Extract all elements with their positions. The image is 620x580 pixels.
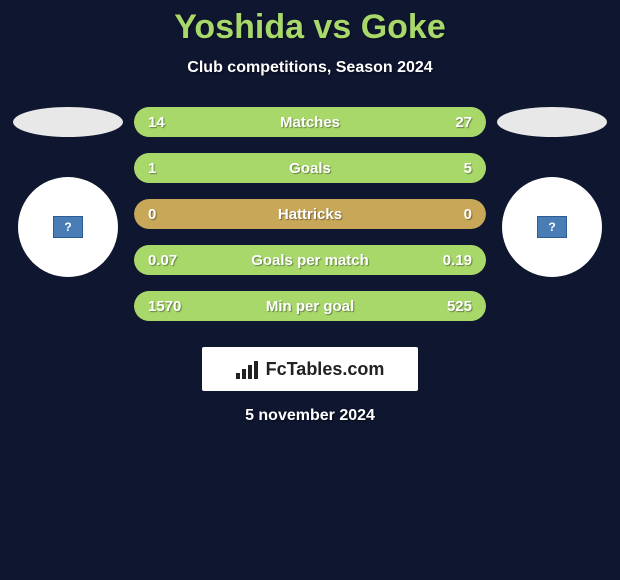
stat-label: Matches	[134, 114, 486, 131]
stats-bars: 1427Matches 15Goals 00Hattricks 0.070.19Goa…	[128, 107, 492, 337]
stat-label: Goals	[134, 160, 486, 177]
player-right-badge: ?	[537, 216, 567, 238]
player-right-name-pill	[497, 107, 607, 137]
comparison-panel: ? 1427Matches 15Goals 00Hattricks 0.070.19G…	[0, 107, 620, 337]
logo-box: FcTables.com	[202, 347, 418, 391]
stat-label: Min per goal	[134, 298, 486, 315]
player-right-avatar: ?	[502, 177, 602, 277]
stat-label: Hattricks	[134, 206, 486, 223]
logo-label: FcTables.com	[266, 359, 385, 380]
player-left-badge: ?	[53, 216, 83, 238]
player-left-panel: ?	[8, 107, 128, 337]
player-right-panel: ?	[492, 107, 612, 337]
page-title: Yoshida vs Goke	[0, 0, 620, 47]
stat-bar: 1570525Min per goal	[134, 291, 486, 321]
chart-icon	[236, 359, 260, 379]
stat-bar: 15Goals	[134, 153, 486, 183]
player-left-name-pill	[13, 107, 123, 137]
stat-bar: 00Hattricks	[134, 199, 486, 229]
date-label: 5 november 2024	[0, 407, 620, 425]
stat-bar: 0.070.19Goals per match	[134, 245, 486, 275]
logo-text: FcTables.com	[236, 359, 385, 380]
page-subtitle: Club competitions, Season 2024	[0, 59, 620, 77]
stat-bar: 1427Matches	[134, 107, 486, 137]
player-left-avatar: ?	[18, 177, 118, 277]
stat-label: Goals per match	[134, 252, 486, 269]
